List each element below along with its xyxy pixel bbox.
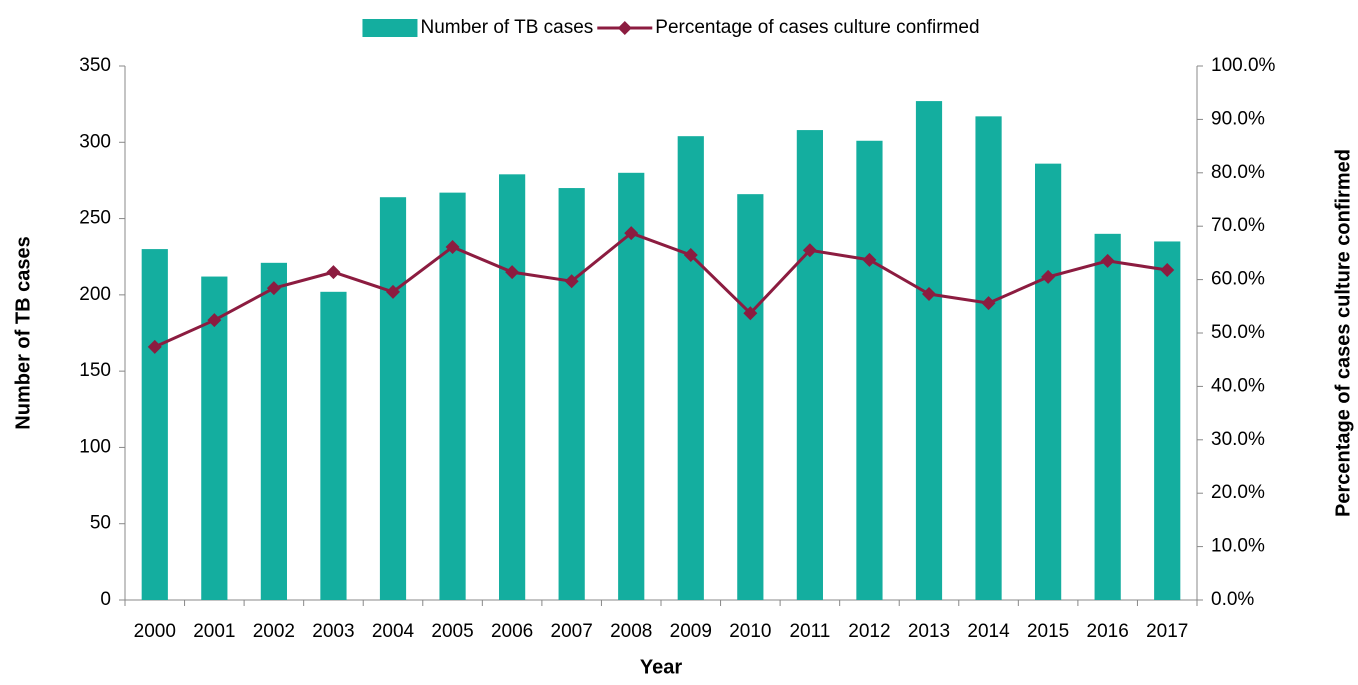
- legend-swatch: [617, 21, 632, 35]
- y-tick-label: 150: [79, 360, 111, 381]
- y-tick-label: 350: [79, 55, 111, 76]
- bar: [1094, 233, 1121, 601]
- x-tick-label: 2008: [610, 621, 652, 642]
- x-tick-label: 2014: [967, 621, 1010, 642]
- legend-swatch: [362, 19, 418, 37]
- marker: [802, 243, 817, 258]
- y2-tick-label: 40.0%: [1211, 375, 1265, 396]
- y-tick-label: 100: [79, 436, 111, 457]
- x-tick-label: 2017: [1146, 621, 1188, 642]
- y-tick-label: 250: [79, 208, 111, 229]
- marker: [326, 265, 341, 280]
- bar: [975, 116, 1002, 600]
- bar: [796, 130, 823, 600]
- x-tick-label: 2000: [134, 621, 176, 642]
- marker: [862, 252, 877, 267]
- x-tick-label: 2004: [372, 621, 415, 642]
- y2-tick-label: 50.0%: [1211, 322, 1265, 343]
- x-tick-label: 2013: [908, 621, 950, 642]
- marker: [1100, 253, 1115, 268]
- x-tick-label: 2012: [848, 621, 890, 642]
- y2-axis-title: Percentage of cases culture confirmed: [1332, 149, 1354, 517]
- marker: [505, 265, 520, 280]
- bar: [558, 188, 585, 601]
- bar: [856, 140, 883, 600]
- marker: [922, 287, 936, 302]
- y-axis-title: Number of TB cases: [12, 236, 34, 429]
- x-tick-label: 2015: [1027, 621, 1069, 642]
- y-tick-label: 300: [79, 131, 111, 152]
- bar: [141, 249, 168, 601]
- y2-tick-label: 0.0%: [1211, 589, 1254, 610]
- x-tick-label: 2009: [670, 621, 712, 642]
- legend-label: Percentage of cases culture confirmed: [655, 17, 979, 38]
- marker: [207, 313, 222, 328]
- line: [154, 231, 1168, 349]
- marker: [1041, 269, 1056, 284]
- marker: [147, 339, 162, 354]
- x-tick-label: 2001: [193, 621, 235, 642]
- y2-tick-label: 90.0%: [1211, 108, 1265, 129]
- bar: [439, 192, 466, 601]
- bar: [915, 101, 943, 600]
- x-tick-label: 2006: [491, 621, 533, 642]
- marker: [1160, 262, 1175, 277]
- y2-tick-label: 10.0%: [1211, 536, 1265, 557]
- y-tick-label: 50: [90, 513, 111, 534]
- bar: [499, 174, 526, 600]
- bar: [618, 172, 645, 601]
- marker: [445, 240, 460, 255]
- bar: [260, 262, 287, 600]
- legend-label: Number of TB cases: [420, 17, 593, 38]
- y2-tick-label: 70.0%: [1211, 215, 1265, 236]
- x-tick-label: 2010: [729, 621, 771, 642]
- marker: [266, 281, 281, 296]
- marker: [386, 284, 400, 299]
- marker: [624, 226, 639, 241]
- bar: [1035, 163, 1062, 600]
- y2-tick-label: 30.0%: [1211, 429, 1265, 450]
- bar: [737, 194, 764, 600]
- y2-tick-label: 20.0%: [1211, 482, 1265, 503]
- x-tick-label: 2005: [431, 621, 473, 642]
- marker: [981, 296, 996, 311]
- bar: [379, 197, 407, 600]
- y-tick-label: 0: [100, 589, 111, 610]
- x-tick-label: 2007: [551, 621, 593, 642]
- y2-tick-label: 60.0%: [1211, 269, 1265, 290]
- bar: [201, 276, 228, 600]
- x-tick-label: 2016: [1087, 621, 1129, 642]
- bar: [1154, 241, 1181, 600]
- marker: [564, 274, 579, 289]
- x-tick-label: 2011: [789, 621, 830, 642]
- marker: [683, 248, 698, 263]
- bar: [320, 291, 347, 600]
- y2-tick-label: 80.0%: [1211, 162, 1265, 183]
- x-axis-title: Year: [640, 656, 682, 678]
- x-tick-label: 2002: [253, 621, 295, 642]
- marker: [743, 306, 758, 321]
- y-tick-label: 200: [79, 284, 111, 305]
- bar: [677, 136, 704, 600]
- x-tick-label: 2003: [312, 621, 354, 642]
- y2-tick-label: 100.0%: [1211, 55, 1276, 76]
